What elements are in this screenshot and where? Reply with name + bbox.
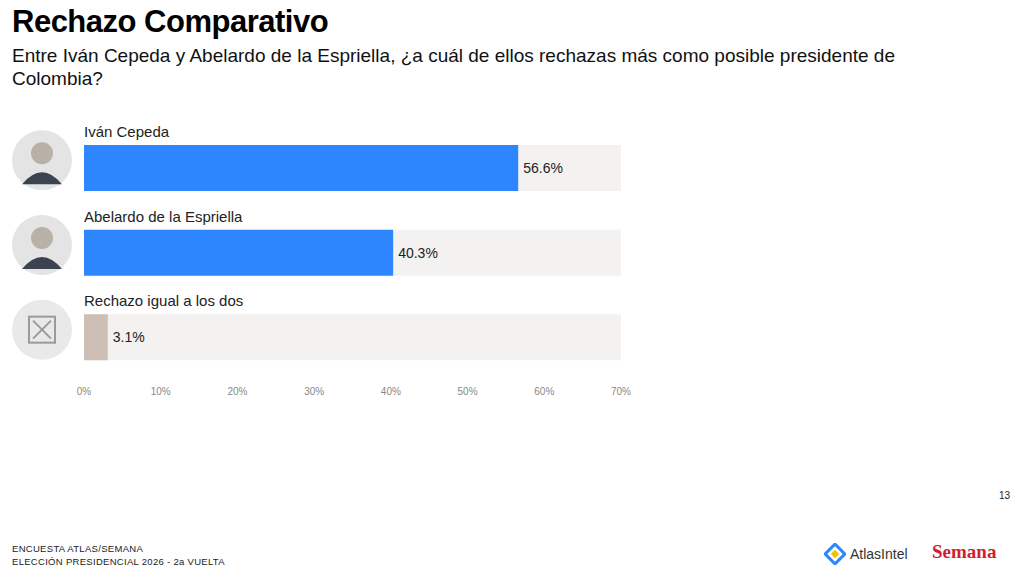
svg-text:70%: 70% [611,386,631,397]
svg-text:40%: 40% [381,386,401,397]
svg-text:56.6%: 56.6% [523,160,563,176]
html-text:Semana: Semana [932,541,997,562]
html-text:ENCUESTA ATLAS/SEMANA: ENCUESTA ATLAS/SEMANA [12,543,144,554]
html-text:AtlasIntel: AtlasIntel [850,546,908,562]
svg-text:40.3%: 40.3% [398,245,438,261]
html-text:Rechazo Comparativo: Rechazo Comparativo [12,4,329,39]
svg-text:0%: 0% [77,386,92,397]
svg-text:50%: 50% [458,386,478,397]
svg-text:60%: 60% [534,386,554,397]
html-text:13: 13 [998,490,1010,501]
svg-text:10%: 10% [151,386,171,397]
html-text:Entre Iván Cepeda y Abelardo d: Entre Iván Cepeda y Abelardo de la Espri… [12,45,895,89]
html-text:ELECCIÓN PRESIDENCIAL 2026 - 2: ELECCIÓN PRESIDENCIAL 2026 - 2a VUELTA [12,556,225,567]
svg-text:Rechazo igual a los dos: Rechazo igual a los dos [84,292,243,309]
svg-text:3.1%: 3.1% [113,329,145,345]
svg-text:Iván Cepeda: Iván Cepeda [84,123,170,140]
svg-text:20%: 20% [227,386,247,397]
svg-text:Abelardo de la Espriella: Abelardo de la Espriella [84,208,243,225]
svg-text:30%: 30% [304,386,324,397]
